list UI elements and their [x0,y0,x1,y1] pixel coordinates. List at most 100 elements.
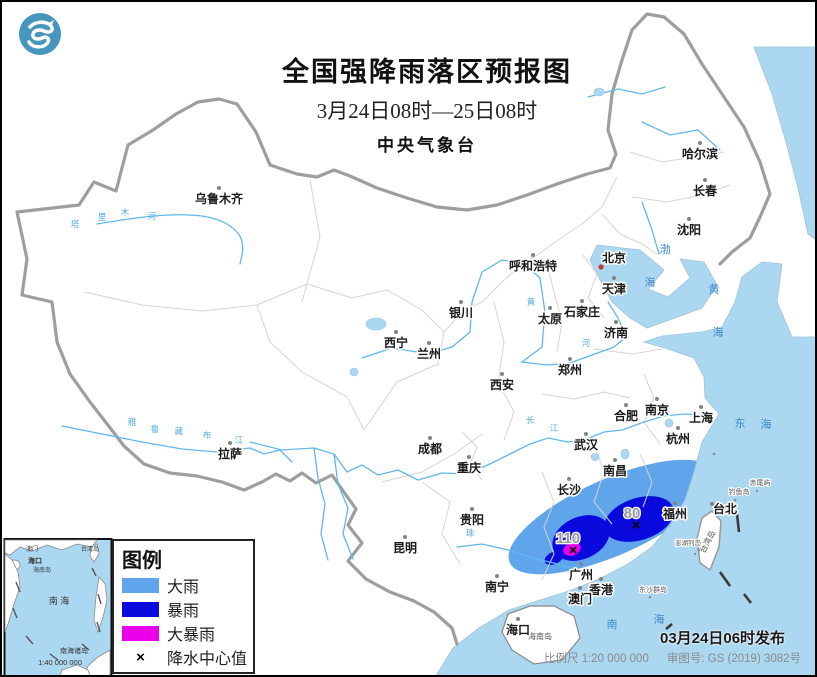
legend-row: 大暴雨 [122,621,253,645]
city-dot [500,372,504,376]
sea-name-char: 东 [735,417,746,430]
legend-label: 暴雨 [167,603,200,620]
city-dot [698,141,702,145]
city-dot [699,405,703,409]
rain-center-x-marker: × [569,542,578,559]
rain-center-symbol: × [136,648,145,666]
city-dot [470,507,474,511]
legend-swatch [122,601,159,617]
river-name-char: 河 [148,211,157,221]
city-dot [687,217,691,221]
city-label: 西宁 [384,335,408,350]
river-name-char: 塔 [71,219,80,229]
city-label: 海口 [506,622,530,637]
ne-river-3 [641,201,660,255]
river-name-char: 江 [550,423,559,433]
city-dot [459,300,463,304]
river-name-char: 江 [520,542,529,552]
legend-row-marker: × 降水中心值 [122,645,253,669]
legend-swatch [122,625,159,641]
heavy-rainstorm-area [563,542,581,556]
rain-center-value: 80 [624,505,641,522]
city-dot [568,357,572,361]
city-dot [516,617,520,621]
city-label: 西安 [490,377,514,392]
yangtze-river [249,413,703,481]
city-label: 香港 [588,582,614,597]
sea-name-char: 渤 [660,243,671,256]
rainstorm-area-east [604,496,674,542]
city-label: 昆明 [393,541,417,555]
city-label: 呼和浩特 [509,258,557,273]
sea-name-char: 黄 [709,282,720,296]
islands [501,452,759,665]
inset-label: 台湾岛 [81,545,99,553]
city-label: 长春 [693,183,718,198]
sw-river-2 [313,447,329,561]
city-dot [495,574,499,578]
rainfall-areas [508,459,716,575]
city-label: 银川 [449,305,473,320]
inset-label: 澳门 [26,545,38,553]
sea-of-japan [753,46,815,240]
city-label: 沈阳 [677,222,701,237]
city-dot [703,178,707,182]
inset-label: 南 海 [49,595,70,606]
inset-label: 1:40 000 000 [38,658,82,667]
river-name-labels: 塔里木河雅鲁藏布江黄河长江珠江 [71,207,591,552]
cma-logo [16,10,64,63]
city-dot [655,397,659,401]
river-name-char: 长 [526,415,535,425]
yellow-river [361,259,627,366]
hainan-island [501,605,581,665]
city-dot [394,330,398,334]
city-dot [403,535,407,539]
city-label: 北京 [602,250,626,265]
rain-center-value: 110 [556,530,580,547]
city-dot [578,586,582,590]
city-dot [613,458,617,462]
river-name-char: 里 [98,212,107,222]
city-dot [428,436,432,440]
city-label: 郑州 [558,362,582,377]
city-label: 南昌 [603,463,627,478]
issue-time: 03月24日06时发布 [660,630,786,647]
forecast-period: 3月24日08时—25日08时 [316,99,538,123]
city-label: 乌鲁木齐 [195,191,244,206]
city-label: 福州 [662,506,687,521]
nine-dash-line [12,567,102,661]
lakes [349,87,674,461]
sea-name-labels: 渤海黄海东 海南海 [607,243,772,631]
legend-row: 暴雨 [122,597,253,621]
city-dot [531,253,535,257]
island-name: 澎湖列岛 [675,538,701,547]
island-name: 赤尾屿 [750,478,771,487]
city-dot [599,577,603,581]
city-dot [612,276,616,280]
inset-label: 南海诸岛 [60,646,88,655]
river-name-char: 黄 [527,297,536,307]
city-dot [467,455,471,459]
legend-label: 大暴雨 [167,627,216,644]
yarlung-river [61,425,293,463]
approval-number: 审图号: GS (2019) 3082号 [666,653,802,665]
city-label: 兰州 [417,346,441,361]
river-name-char: 鲁 [151,424,160,434]
city-label: 杭州 [666,431,690,446]
city-dot [548,306,552,310]
river-name-char: 藏 [175,426,184,436]
bohai-sea [589,244,718,329]
boundary-marks [665,513,753,630]
legend-box: 图例 大雨 暴雨 大暴雨 × 降水中心值 [112,539,255,674]
city-dot [580,299,584,303]
city-label: 哈尔滨 [682,146,718,161]
sea-name-char: 海 [645,275,656,289]
rain-center-x-marker: × [632,517,641,534]
city-label: 太原 [538,311,562,326]
city-dot [228,441,232,445]
legend-title: 图例 [122,550,162,572]
map-header: 全国强降雨落区预报图 3月24日08时—25日08时 中央气象台 [232,50,622,156]
